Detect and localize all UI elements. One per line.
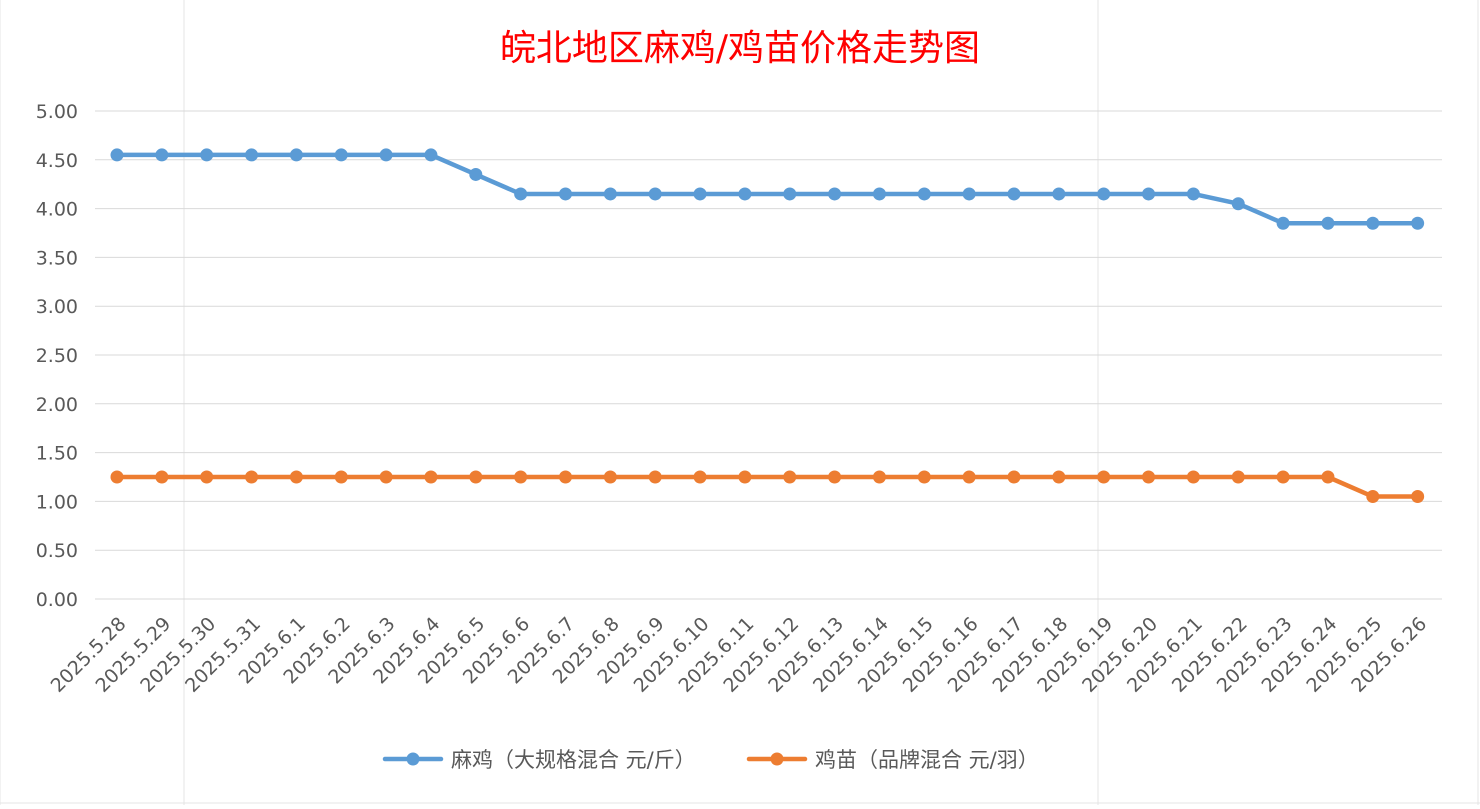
data-point <box>1276 216 1290 230</box>
data-point <box>289 470 303 484</box>
data-point <box>1186 187 1200 201</box>
data-point <box>872 470 886 484</box>
data-point <box>1231 470 1245 484</box>
data-point <box>693 470 707 484</box>
data-point <box>648 187 662 201</box>
data-point <box>872 187 886 201</box>
y-tick-label: 0.50 <box>36 540 78 562</box>
data-point <box>828 470 842 484</box>
y-tick-label: 3.50 <box>36 247 78 269</box>
legend-item: 鸡苗（品牌混合 元/羽） <box>746 748 1039 772</box>
data-point <box>783 470 797 484</box>
data-point <box>334 470 348 484</box>
data-point <box>379 148 393 162</box>
data-point <box>1411 490 1425 504</box>
y-tick-label: 1.00 <box>36 491 78 513</box>
legend-item: 麻鸡（大规格混合 元/斤） <box>382 748 696 772</box>
data-point <box>1052 187 1066 201</box>
y-tick-label: 5.00 <box>36 101 78 123</box>
data-point <box>200 470 214 484</box>
series-line <box>114 474 1420 499</box>
data-point <box>379 470 393 484</box>
data-point <box>110 148 124 162</box>
data-point <box>469 470 483 484</box>
data-point <box>738 187 752 201</box>
y-tick-label: 4.00 <box>36 199 78 221</box>
series-2 <box>110 470 1425 504</box>
data-point <box>1142 470 1156 484</box>
data-point <box>334 148 348 162</box>
data-point <box>1097 187 1111 201</box>
data-point <box>1007 470 1021 484</box>
y-tick-label: 0.00 <box>36 589 78 611</box>
series-1 <box>110 148 1425 230</box>
y-tick-label: 3.00 <box>36 296 78 318</box>
x-axis-tick-labels: 2025.5.282025.5.292025.5.302025.5.312025… <box>47 613 1432 697</box>
data-point <box>200 148 214 162</box>
data-point <box>1276 470 1290 484</box>
data-point <box>1411 216 1425 230</box>
data-point <box>245 148 259 162</box>
data-point <box>962 470 976 484</box>
data-point <box>783 187 797 201</box>
data-point <box>155 148 169 162</box>
data-point <box>917 187 931 201</box>
data-point <box>1366 490 1380 504</box>
y-tick-label: 2.50 <box>36 345 78 367</box>
data-point <box>693 187 707 201</box>
data-point <box>1366 216 1380 230</box>
data-point <box>424 470 438 484</box>
legend-marker <box>406 752 420 766</box>
data-point <box>559 187 572 201</box>
data-point <box>1052 470 1066 484</box>
data-point <box>1007 187 1021 201</box>
data-point <box>245 470 259 484</box>
legend-label: 麻鸡（大规格混合 元/斤） <box>451 748 696 772</box>
y-tick-label: 2.00 <box>36 394 78 416</box>
data-point <box>1321 470 1335 484</box>
data-point <box>1142 187 1156 201</box>
data-point <box>738 470 752 484</box>
chart-title: 皖北地区麻鸡/鸡苗价格走势图 <box>500 28 980 69</box>
data-point <box>155 470 169 484</box>
data-point <box>469 167 483 181</box>
data-point <box>962 187 976 201</box>
legend-label: 鸡苗（品牌混合 元/羽） <box>815 748 1039 772</box>
data-point <box>603 470 617 484</box>
data-point <box>648 470 662 484</box>
data-point <box>917 470 931 484</box>
data-point <box>1186 470 1200 484</box>
data-point <box>559 470 572 484</box>
y-tick-label: 4.50 <box>36 150 78 172</box>
y-tick-label: 1.50 <box>36 443 78 465</box>
data-point <box>1231 197 1245 211</box>
data-point <box>110 470 124 484</box>
plot-area <box>110 148 1425 504</box>
data-point <box>1321 216 1335 230</box>
data-point <box>424 148 438 162</box>
series-line <box>114 152 1420 226</box>
data-point <box>514 187 528 201</box>
data-point <box>1097 470 1111 484</box>
y-gridlines <box>95 110 1442 600</box>
data-point <box>289 148 303 162</box>
data-point <box>514 470 528 484</box>
data-point <box>603 187 617 201</box>
legend: 麻鸡（大规格混合 元/斤） 鸡苗（品牌混合 元/羽） <box>382 748 1039 772</box>
legend-marker <box>770 752 784 766</box>
data-point <box>828 187 842 201</box>
y-axis-tick-labels: 0.00 0.50 1.00 1.50 2.00 2.50 3.00 3.50 4.00 4.50… <box>36 101 78 611</box>
